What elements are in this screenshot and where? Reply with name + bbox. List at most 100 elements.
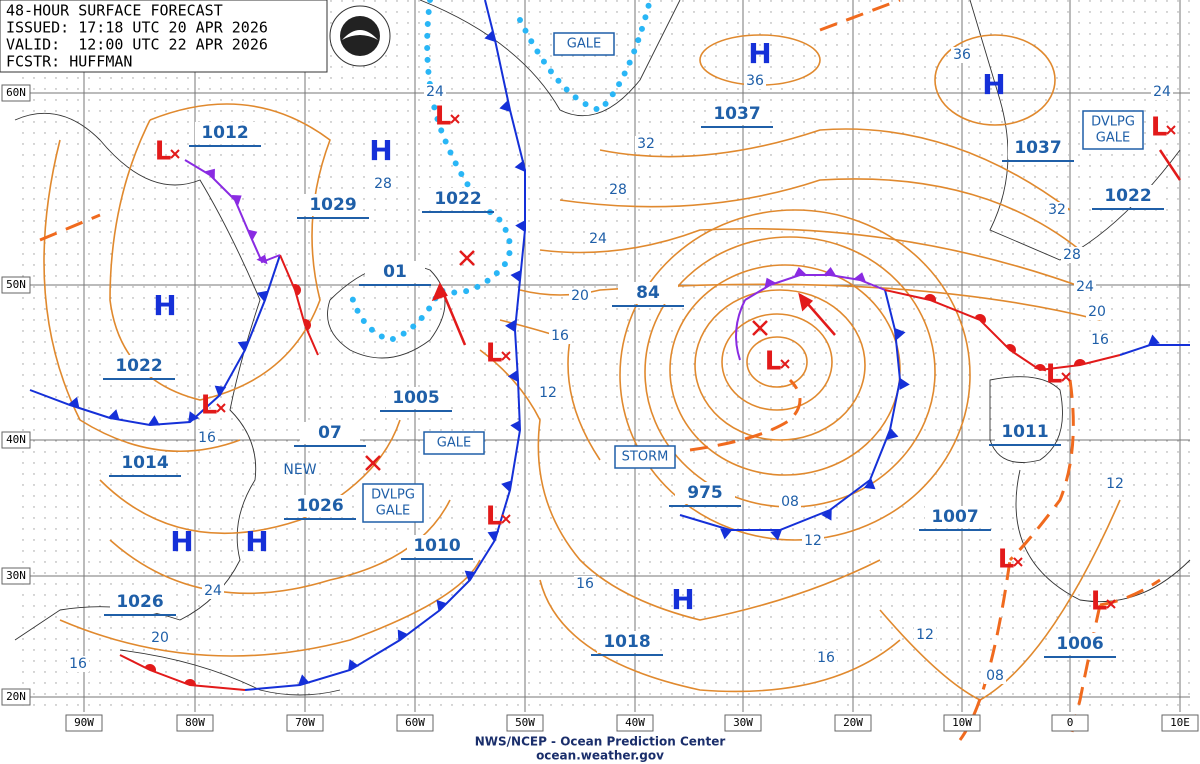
label-bg — [428, 188, 488, 210]
isobar-label: 16 — [1091, 332, 1109, 348]
label-bg — [635, 136, 657, 152]
longitude-label: 10E — [1170, 716, 1190, 729]
motion-arrows — [431, 149, 1182, 346]
longitude-label: 40W — [625, 716, 645, 729]
label-bg — [925, 506, 985, 528]
pressure-label: 1022 — [1104, 186, 1151, 206]
label-bg — [549, 328, 571, 344]
low-x — [1106, 599, 1116, 609]
high-center: H — [369, 134, 392, 167]
label-box — [286, 714, 324, 732]
isobar-label: 20 — [151, 630, 169, 646]
low-center: L — [435, 102, 452, 132]
isobar-label: 12 — [804, 533, 822, 549]
label-box — [506, 714, 544, 732]
pressure-label: 1026 — [296, 496, 343, 516]
label-bg — [424, 84, 446, 100]
label-box — [176, 714, 214, 732]
low-x — [780, 359, 790, 369]
high-center: H — [153, 289, 176, 322]
longitude-label: 90W — [74, 716, 94, 729]
label-bg — [1104, 476, 1126, 492]
label-bg — [537, 385, 559, 401]
pressure-label: 1022 — [434, 189, 481, 209]
longitude-label: 50W — [515, 716, 535, 729]
pressure-label: 1026 — [116, 592, 163, 612]
header: 48-HOUR SURFACE FORECAST ISSUED: 17:18 U… — [6, 2, 268, 71]
isobar-label: 20 — [571, 288, 589, 304]
label-bg — [607, 182, 629, 198]
longitude-label: 20W — [843, 716, 863, 729]
header-line: FCSTR: HUFFMAN — [6, 53, 132, 71]
label-bg — [1061, 247, 1083, 263]
high-center: H — [671, 583, 694, 616]
label-box — [1, 276, 31, 294]
label-box — [1051, 714, 1089, 732]
warning-text: GALE — [437, 436, 471, 451]
high-center: H — [245, 525, 268, 558]
label-bg — [372, 176, 394, 192]
isobar-label: 28 — [1063, 247, 1081, 263]
label-bg — [202, 583, 224, 599]
label-box — [1161, 714, 1199, 732]
warning-box — [1082, 110, 1144, 150]
label-bg — [300, 422, 360, 444]
label-bg — [1151, 84, 1173, 100]
ice-edge — [347, 0, 653, 344]
label-bg — [1050, 633, 1110, 655]
isobar-label: 16 — [551, 328, 569, 344]
label-bg — [707, 103, 767, 125]
pressure-label: 1037 — [713, 104, 760, 124]
pressure-label: 1029 — [309, 195, 356, 215]
isobar-label: 12 — [1106, 476, 1124, 492]
label-box — [616, 714, 654, 732]
isobar-label: 16 — [817, 650, 835, 666]
warning-box — [423, 431, 485, 455]
label-bg — [1086, 304, 1108, 320]
isobar-label: 24 — [204, 583, 222, 599]
pressure-label: 1037 — [1014, 138, 1061, 158]
label-bg — [1046, 202, 1068, 218]
isobar-label: 36 — [746, 73, 764, 89]
x-marks — [365, 250, 768, 471]
footer-website: ocean.weather.gov — [536, 749, 664, 763]
label-bg — [407, 535, 467, 557]
label-box — [724, 714, 762, 732]
low-x — [501, 514, 511, 524]
longitude-label: 70W — [295, 716, 315, 729]
warning-text: GALE — [376, 504, 410, 519]
fronts — [29, 0, 1190, 691]
isobar-label: 24 — [426, 84, 444, 100]
longitude-label: 10W — [952, 716, 972, 729]
label-box — [1, 431, 31, 449]
low-center: L — [1151, 113, 1168, 143]
label-bg — [569, 288, 591, 304]
latitude-label: 20N — [6, 690, 26, 703]
low-x — [1013, 557, 1023, 567]
pressure-label: 1014 — [121, 453, 168, 473]
high-center: H — [982, 68, 1005, 101]
label-bg — [675, 482, 735, 504]
header-line: ISSUED: 17:18 UTC 20 APR 2026 — [6, 19, 268, 37]
longitude-label: 30W — [733, 716, 753, 729]
pressure-label: 1018 — [603, 632, 650, 652]
label-bg — [618, 282, 678, 304]
label-bg — [1074, 279, 1096, 295]
pressure-label: 1005 — [392, 388, 439, 408]
low-center: L — [1046, 360, 1063, 390]
pressure-label: 84 — [636, 283, 660, 303]
longitude-label: 0 — [1067, 716, 1074, 729]
label-bg — [995, 421, 1055, 443]
latitude-label: 50N — [6, 278, 26, 291]
label-bg — [365, 261, 425, 283]
isobar-label: 12 — [539, 385, 557, 401]
label-bg — [815, 650, 837, 666]
warning-box — [362, 483, 424, 523]
isobar-label: 32 — [637, 136, 655, 152]
low-center: L — [1091, 587, 1108, 617]
label-bg — [1089, 332, 1111, 348]
latitude-label: 40N — [6, 433, 26, 446]
low-center: L — [765, 347, 782, 377]
warning-box — [553, 32, 615, 56]
